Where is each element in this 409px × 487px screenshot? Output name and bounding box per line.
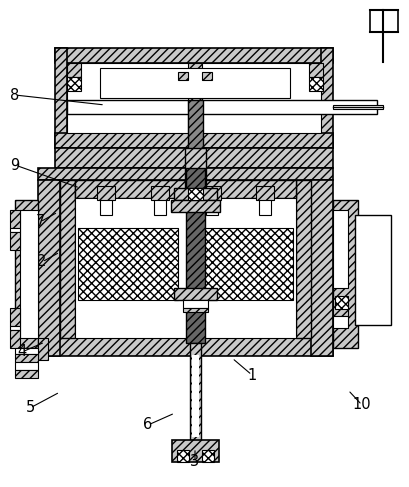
Bar: [100, 193, 112, 215]
Bar: [308, 77, 322, 91]
Bar: [357, 218, 387, 238]
Text: 5: 5: [25, 400, 34, 415]
Bar: [151, 186, 169, 200]
Bar: [15, 354, 38, 362]
Bar: [15, 200, 38, 348]
Bar: [188, 100, 202, 168]
Bar: [78, 228, 178, 300]
Bar: [172, 440, 218, 462]
Bar: [67, 63, 320, 133]
Bar: [154, 193, 166, 215]
Bar: [354, 215, 390, 325]
Bar: [332, 105, 382, 109]
Bar: [332, 210, 347, 288]
Bar: [100, 68, 289, 98]
Bar: [205, 193, 218, 215]
Bar: [357, 260, 387, 282]
Bar: [75, 198, 295, 338]
Bar: [188, 97, 202, 133]
Bar: [332, 298, 347, 316]
Bar: [55, 48, 332, 63]
Bar: [10, 330, 20, 348]
Bar: [15, 362, 38, 370]
Bar: [10, 228, 20, 232]
Bar: [38, 338, 48, 360]
Bar: [15, 348, 38, 354]
Bar: [184, 148, 205, 188]
Bar: [20, 210, 38, 338]
Bar: [189, 343, 200, 443]
Bar: [55, 48, 67, 148]
Bar: [188, 63, 202, 77]
Bar: [191, 355, 198, 437]
Bar: [178, 72, 188, 80]
Bar: [357, 282, 387, 302]
Bar: [97, 186, 115, 200]
Text: 10: 10: [352, 397, 371, 412]
Bar: [67, 100, 376, 114]
Bar: [10, 210, 20, 228]
Bar: [202, 450, 213, 462]
Bar: [193, 228, 292, 300]
Bar: [55, 148, 332, 168]
Bar: [188, 188, 202, 200]
Bar: [202, 72, 211, 80]
Text: 7: 7: [35, 214, 45, 229]
Bar: [10, 308, 20, 326]
Bar: [10, 232, 20, 250]
Bar: [67, 63, 81, 77]
Text: 2: 2: [37, 255, 47, 269]
Bar: [38, 180, 60, 356]
Bar: [295, 180, 310, 338]
Bar: [60, 180, 75, 338]
Text: 3: 3: [190, 454, 199, 469]
Bar: [171, 200, 220, 212]
Bar: [310, 180, 332, 356]
Bar: [255, 186, 273, 200]
Text: 9: 9: [10, 157, 20, 172]
Bar: [75, 180, 295, 198]
Bar: [202, 186, 220, 200]
Text: 6: 6: [143, 417, 152, 432]
Bar: [182, 308, 207, 312]
Text: 8: 8: [10, 88, 20, 102]
Bar: [67, 77, 81, 91]
Bar: [173, 188, 216, 200]
Bar: [38, 168, 332, 180]
Bar: [334, 296, 347, 309]
Bar: [369, 10, 397, 32]
Bar: [173, 288, 216, 300]
Bar: [371, 12, 395, 30]
Bar: [182, 300, 207, 308]
Bar: [186, 168, 204, 343]
Bar: [10, 326, 20, 330]
Bar: [177, 450, 189, 462]
Bar: [332, 316, 347, 328]
Bar: [180, 77, 209, 97]
Bar: [320, 48, 332, 148]
Bar: [357, 238, 387, 260]
Bar: [15, 370, 38, 378]
Text: 4: 4: [17, 344, 27, 359]
Text: 1: 1: [247, 368, 256, 382]
Bar: [38, 338, 332, 356]
Bar: [258, 193, 270, 215]
Bar: [357, 302, 387, 318]
Bar: [332, 200, 357, 348]
Bar: [55, 133, 332, 148]
Bar: [308, 63, 322, 77]
